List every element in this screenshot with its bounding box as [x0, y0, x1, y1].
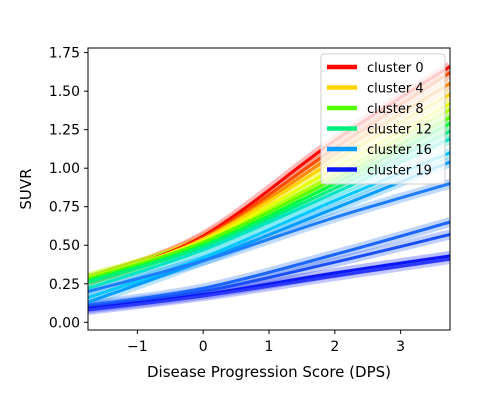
- series-line-12: [88, 182, 450, 293]
- series-line-13: [88, 220, 450, 307]
- legend-label: cluster 4: [367, 82, 424, 97]
- y-tick-label: 0.75: [49, 200, 80, 216]
- x-tick-label: −1: [127, 339, 148, 355]
- legend-label: cluster 0: [367, 61, 424, 76]
- y-axis-label: SUVR: [17, 168, 35, 209]
- x-tick-label: 2: [330, 339, 339, 355]
- y-tick-label: 0.00: [49, 315, 80, 331]
- y-axis: 0.00 0.25 0.50 0.75 1.00 1.25 1.50 1.75: [49, 46, 88, 331]
- y-tick-label: 1.00: [49, 161, 80, 177]
- x-axis: −1 0 1 2 3: [127, 330, 405, 355]
- y-tick-label: 1.75: [49, 46, 80, 62]
- x-axis-label: Disease Progression Score (DPS): [147, 363, 391, 381]
- series-line-16: [88, 257, 450, 312]
- legend-label: cluster 12: [367, 123, 432, 138]
- legend-label: cluster 8: [367, 102, 424, 117]
- legend: cluster 0 cluster 4 cluster 8 cluster 12 clu…: [320, 53, 446, 185]
- y-tick-label: 1.50: [49, 84, 80, 100]
- legend-label: cluster 19: [367, 164, 432, 179]
- x-tick-label: 1: [265, 339, 274, 355]
- y-tick-label: 0.50: [49, 238, 80, 254]
- x-tick-label: 0: [199, 339, 208, 355]
- x-tick-label: 3: [396, 339, 405, 355]
- legend-label: cluster 16: [367, 143, 432, 158]
- series-line-14: [88, 233, 450, 309]
- y-tick-label: 1.25: [49, 123, 80, 139]
- y-tick-label: 0.25: [49, 277, 80, 293]
